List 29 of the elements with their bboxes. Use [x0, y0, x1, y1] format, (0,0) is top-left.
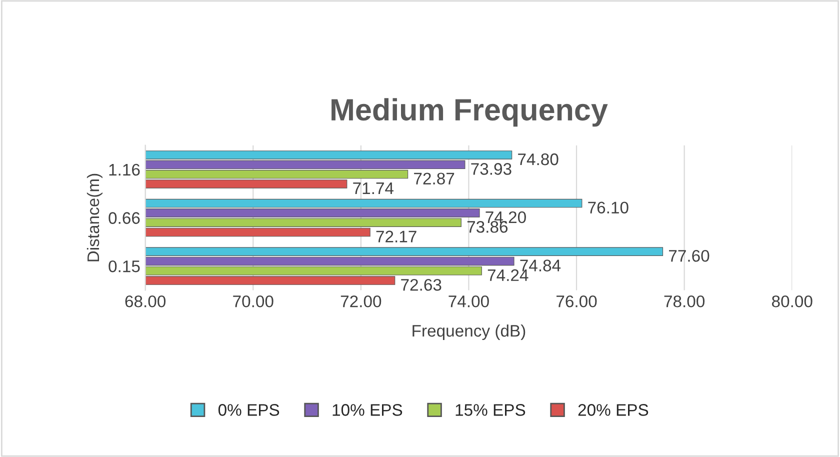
data-label: 74.20	[486, 211, 526, 224]
data-label: 77.60	[669, 250, 710, 262]
legend-label: 20% EPS	[578, 404, 648, 416]
x-tick-label: 74.00	[448, 295, 489, 308]
y-axis-title: Distance(m)	[86, 174, 102, 262]
data-label: 76.10	[588, 202, 628, 214]
x-tick-label: 78.00	[664, 295, 705, 308]
x-tick-label: 80.00	[772, 295, 812, 308]
x-axis-title: Frequency (dB)	[412, 324, 526, 340]
data-label: 74.84	[520, 260, 561, 272]
data-label: 72.63	[401, 278, 442, 291]
x-tick-label: 76.00	[556, 295, 597, 308]
x-tick-label: 70.00	[233, 295, 274, 308]
legend-label: 0% EPS	[218, 404, 280, 416]
y-tick-label: 0.15	[108, 260, 140, 272]
legend-label: 15% EPS	[456, 404, 526, 416]
x-tick-label: 68.00	[125, 295, 166, 308]
x-tick-label: 72.00	[340, 295, 382, 308]
data-label: 74.80	[518, 153, 558, 166]
y-tick-label: 1.16	[109, 164, 140, 176]
data-label: 72.87	[414, 172, 454, 185]
data-label: 73.93	[471, 163, 512, 175]
data-label: 73.86	[467, 221, 508, 233]
y-tick-label: 0.66	[108, 212, 140, 224]
chart-title: Medium Frequency	[332, 98, 608, 127]
data-label: 71.74	[353, 182, 394, 194]
data-label: 74.24	[488, 269, 528, 281]
data-label: 72.17	[376, 230, 416, 242]
legend-label: 10% EPS	[332, 404, 402, 416]
